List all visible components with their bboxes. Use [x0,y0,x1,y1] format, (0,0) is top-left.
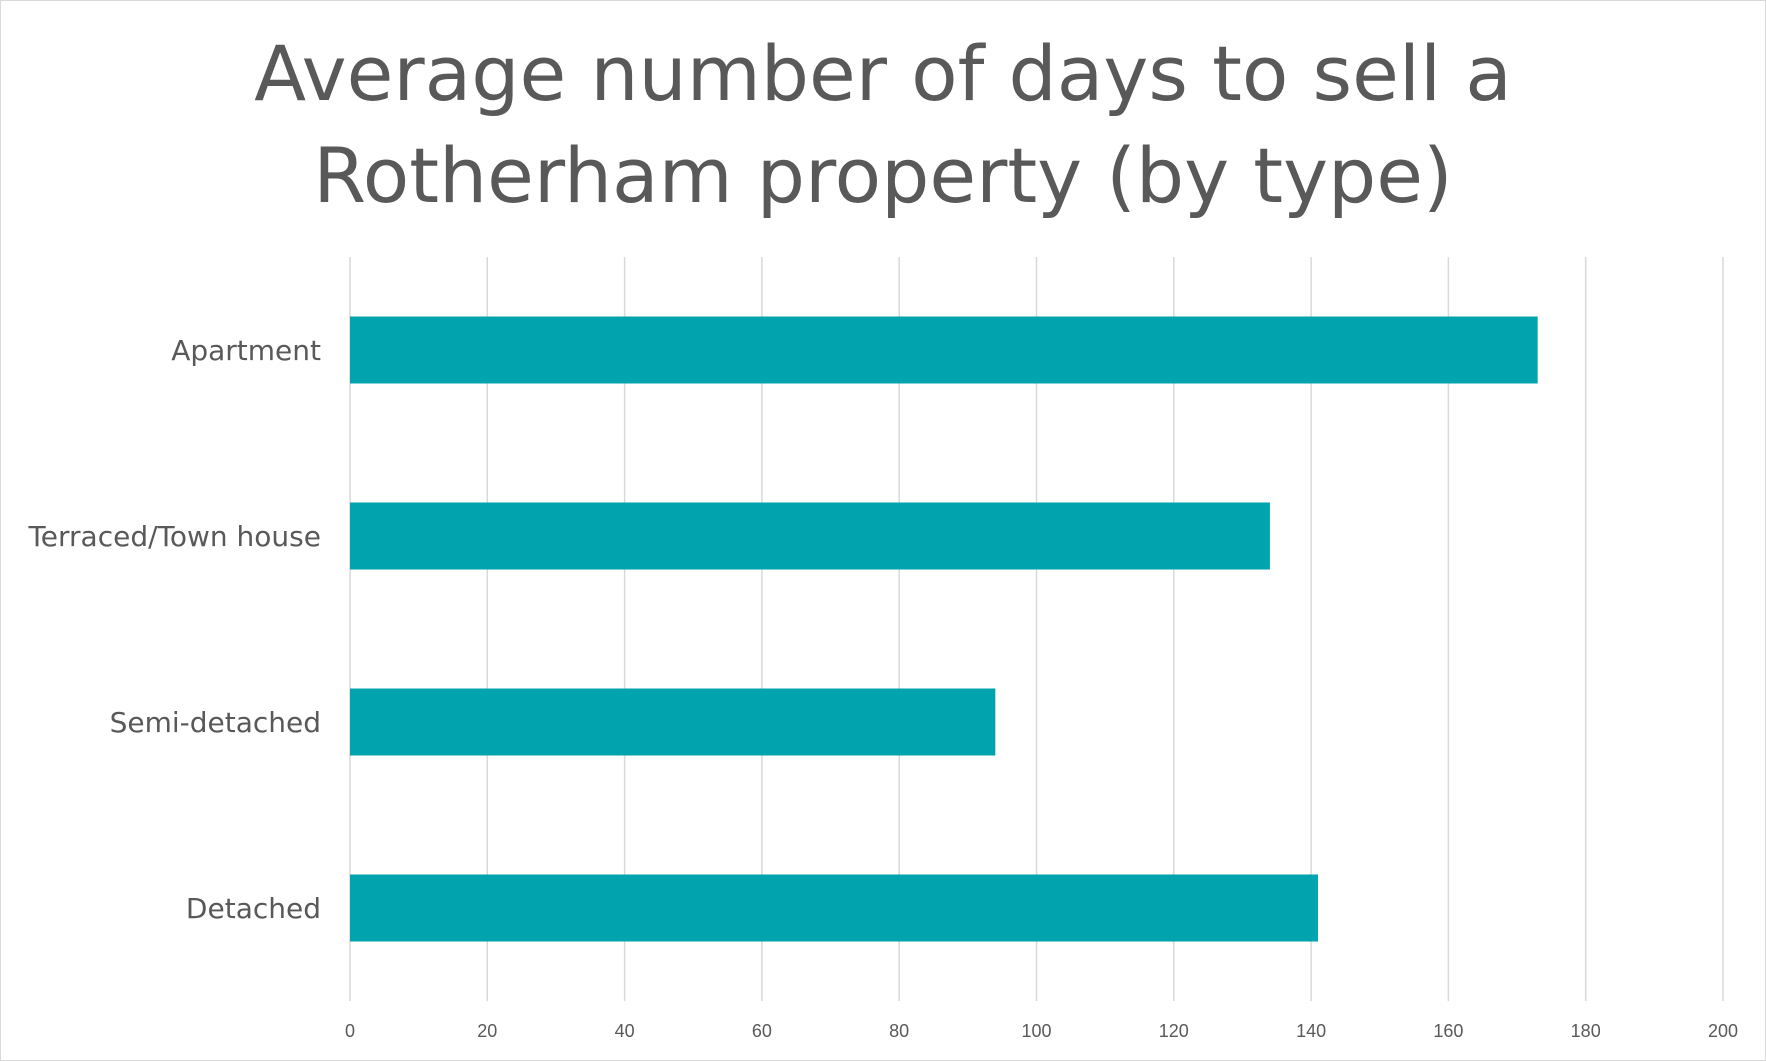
chart-title: Average number of days to sell a Rotherh… [1,23,1765,227]
x-tick-label: 120 [1159,1021,1189,1041]
bar-semi-detached [350,688,996,756]
x-tick-label: 20 [477,1021,497,1041]
category-label: Terraced/Town house [27,520,321,553]
x-tick-label: 100 [1021,1021,1051,1041]
x-tick-label: 60 [752,1021,772,1041]
x-tick-label: 200 [1708,1021,1738,1041]
x-tick-label: 80 [889,1021,909,1041]
bar-apartment [350,316,1538,384]
x-tick-label: 140 [1296,1021,1326,1041]
x-tick-label: 0 [345,1021,355,1041]
bar-detached [350,874,1318,942]
category-label: Apartment [171,334,321,367]
category-label: Semi-detached [110,706,321,739]
chart-title-line-1: Average number of days to sell a [254,29,1512,118]
bar-terraced-town-house [350,502,1270,570]
x-tick-label: 40 [615,1021,635,1041]
chart-title-line-2: Rotherham property (by type) [313,131,1453,220]
category-label: Detached [186,892,321,925]
x-tick-label: 180 [1571,1021,1601,1041]
x-tick-label: 160 [1433,1021,1463,1041]
